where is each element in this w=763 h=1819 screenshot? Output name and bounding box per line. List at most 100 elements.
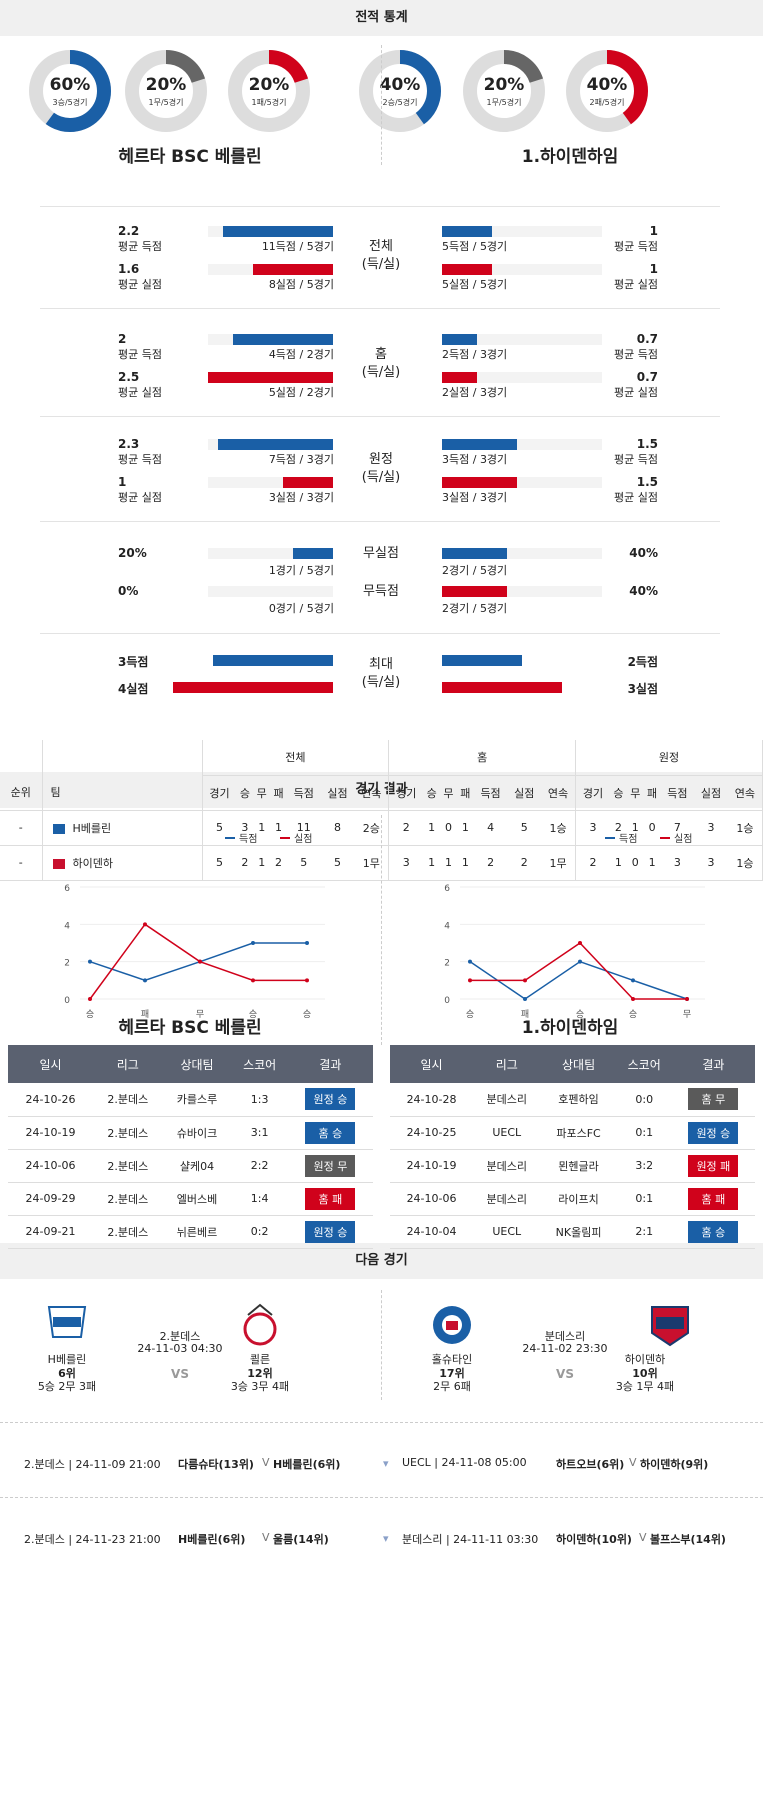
data-point — [631, 978, 635, 983]
chevron-down-icon[interactable]: ▾ — [383, 1532, 389, 1545]
stat-count-left: 4득점 / 2경기 — [268, 348, 334, 361]
donut-ring — [359, 50, 441, 132]
donut-ring — [566, 50, 648, 132]
stat-bar-right — [442, 439, 517, 450]
divider — [381, 815, 382, 1045]
stat-bar-left — [173, 682, 333, 693]
stat-bar-left — [293, 548, 333, 559]
x-tick-label: 무 — [683, 1009, 691, 1020]
next-team-rank: 10위 — [632, 1367, 658, 1380]
stat-bar-right — [442, 372, 477, 383]
stat-value-right: 2득점 — [627, 655, 658, 669]
team-name: H베를린 — [72, 821, 112, 835]
stat-bar-left — [208, 372, 333, 383]
line-chart: 0 2 4 6 승 패 무 승 승 득점 실점 — [64, 833, 325, 1020]
stat-label-right: 평균 실점 — [614, 278, 658, 291]
table-row: - H베를린 5 3 1 1 11 8 2승 2 1 0 1 4 5 1승 3 2 1 0 7 3 1승 — [0, 810, 763, 846]
stat-bar-left — [253, 264, 333, 275]
x-tick-label: 패 — [141, 1009, 149, 1020]
donut-percent: 20% — [483, 75, 525, 95]
stat-bar-left — [283, 477, 333, 488]
y-tick-label: 2 — [444, 959, 450, 969]
kiel-logo-icon — [433, 1306, 471, 1344]
stat-count-right: 2경기 / 5경기 — [442, 564, 508, 577]
donut-percent: 20% — [145, 75, 187, 95]
results-table: 일시 리그 상대팀 스코어 결과 24-10-28 분데스리 호펜하임 0:0 홈 무 24-10-… — [390, 1045, 755, 1249]
divider — [40, 206, 720, 207]
donut-chart: 20% 1무/5경기 — [123, 48, 209, 134]
vs-separator: V — [262, 1456, 270, 1469]
stat-count-left: 1경기 / 5경기 — [268, 564, 334, 577]
data-point — [88, 997, 92, 1001]
stat-value-left: 2 — [118, 332, 127, 346]
legend-label: 득점 — [239, 833, 257, 845]
x-tick-label: 승 — [303, 1009, 311, 1020]
data-point — [523, 978, 527, 983]
data-point — [523, 997, 527, 1001]
data-point — [198, 959, 202, 964]
stat-label-left: 평균 득점 — [118, 240, 162, 253]
stat-bar-right — [442, 548, 507, 559]
stat-group-title: 무득점 — [363, 584, 399, 599]
stat-bar-right — [442, 226, 492, 237]
next-team-rank: 17위 — [439, 1367, 465, 1380]
chevron-down-icon[interactable]: ▾ — [383, 1457, 389, 1470]
donut-chart: 20% 1무/5경기 — [461, 48, 547, 134]
results-column-header: 스코어 — [616, 1045, 672, 1083]
result-badge: 홈 승 — [305, 1121, 356, 1144]
stat-value-right: 1 — [649, 224, 658, 238]
stat-group-title: 전체 — [369, 239, 393, 254]
stat-bar-left — [223, 226, 333, 237]
next-team-name: H베를린 — [47, 1353, 87, 1366]
upcoming-date: 2.분데스 | 24-11-23 21:00 — [24, 1533, 161, 1546]
results-column-header: 일시 — [390, 1045, 474, 1083]
stat-label-right: 평균 실점 — [614, 386, 658, 399]
team-logo-icon — [52, 858, 65, 869]
stat-value-left: 4실점 — [118, 682, 149, 696]
stat-label-right: 평균 실점 — [614, 491, 658, 504]
rank-table: 전체 홈 원정 순위 팀 경기 승 무 패 득점 실점 연속 경기 승 무 패 득점 실점 연속 경기 승 무 패 득점 실점 연… — [0, 740, 763, 881]
stat-bar-right — [442, 264, 492, 275]
stat-bar-right — [442, 655, 522, 666]
stat-group-subtitle: (득/실) — [361, 470, 401, 485]
line-chart: 0 2 4 6 승 패 승 승 무 득점 실점 — [444, 833, 705, 1020]
stat-label-right: 평균 득점 — [614, 348, 658, 361]
divider — [0, 1497, 763, 1498]
fch-logo-icon — [651, 1306, 689, 1347]
stat-bar-left — [218, 439, 333, 450]
rank-column-headers: 순위 팀 경기 승 무 패 득점 실점 연속 경기 승 무 패 득점 실점 연속 경기 승 무 패 득점 실점 연속 — [0, 775, 763, 811]
hertha-logo-icon — [47, 1306, 87, 1338]
y-tick-label: 6 — [64, 884, 70, 894]
stat-label-left: 평균 득점 — [118, 453, 162, 466]
table-row: 24-10-06 2.분데스 샬케04 2:2 원정 무 — [8, 1149, 373, 1183]
donut-chart: 60% 3승/5경기 — [27, 48, 113, 134]
table-row: 24-09-21 2.분데스 뉘른베르 0:2 원정 승 — [8, 1215, 373, 1249]
stat-value-right: 1 — [649, 262, 658, 276]
stat-label-left: 평균 실점 — [118, 386, 162, 399]
result-badge: 원정 패 — [688, 1154, 739, 1177]
data-point — [578, 959, 582, 964]
table-row: 24-10-04 UECL NK올림피 2:1 홈 승 — [390, 1215, 755, 1249]
koeln-logo-icon — [243, 1303, 277, 1346]
stat-label-left: 평균 실점 — [118, 278, 162, 291]
donut-ring — [29, 50, 111, 132]
stat-value-left: 2.3 — [118, 437, 140, 451]
next-team-name: 하이덴하 — [624, 1353, 666, 1366]
legend-label: 득점 — [619, 833, 637, 845]
next-team-record: 3승 3무 4패 — [230, 1380, 290, 1393]
stat-value-right: 1.5 — [636, 475, 658, 489]
y-tick-label: 0 — [444, 996, 450, 1006]
data-point — [305, 978, 309, 983]
upcoming-team: 볼프스부(14위) — [650, 1533, 726, 1546]
next-team-rank: 12위 — [247, 1367, 273, 1380]
stat-count-right: 2경기 / 5경기 — [442, 602, 508, 615]
x-tick-label: 패 — [521, 1009, 529, 1020]
y-tick-label: 4 — [64, 921, 70, 931]
stat-label-right: 평균 득점 — [614, 453, 658, 466]
donut-percent: 20% — [248, 75, 290, 95]
stat-value-right: 40% — [629, 546, 658, 560]
away-team-name: 1.하이덴하임 — [521, 147, 619, 167]
table-row: 24-10-26 2.분데스 카를스루 1:3 원정 승 — [8, 1083, 373, 1117]
stat-count-right: 3실점 / 3경기 — [442, 491, 508, 504]
donut-subtext: 1패/5경기 — [251, 98, 287, 107]
